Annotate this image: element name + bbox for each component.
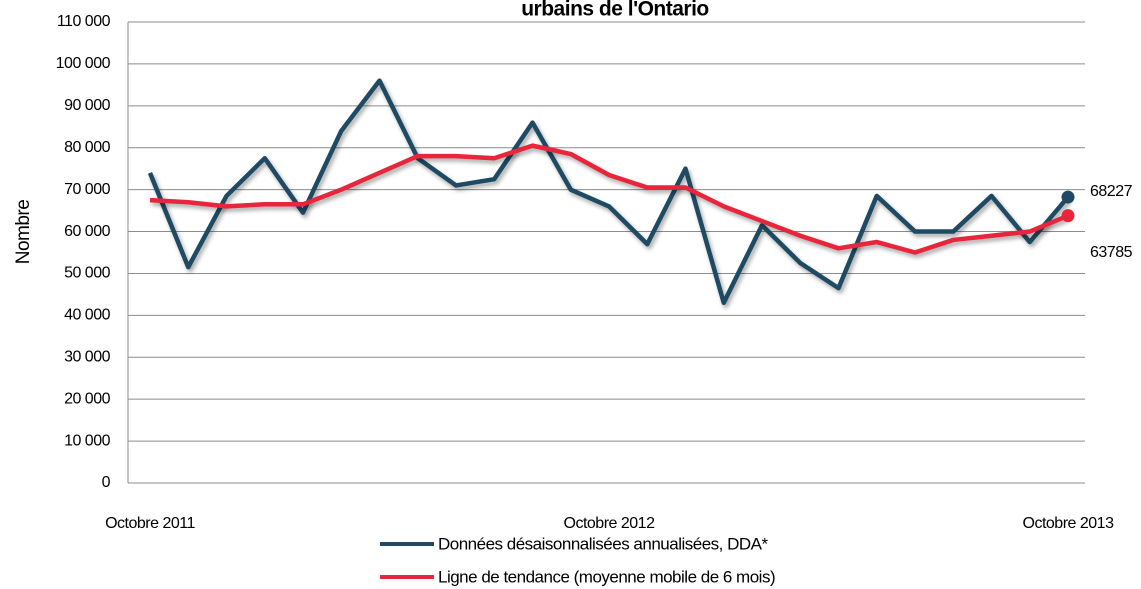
line-series <box>147 78 1070 306</box>
y-tick-label: 70 000 <box>64 181 111 198</box>
x-tick-label: Octobre 2012 <box>564 515 656 532</box>
line-series <box>149 143 1069 255</box>
y-tick-label: 50 000 <box>64 265 111 282</box>
legend-label: Données désaisonnalisées annualisées, DD… <box>438 534 768 553</box>
end-marker <box>1061 190 1075 204</box>
y-tick-label: 0 <box>102 474 111 491</box>
y-tick-label: 100 000 <box>56 55 111 72</box>
y-axis-label: Nombre <box>13 200 34 265</box>
y-tick-label: 40 000 <box>64 307 111 324</box>
y-tick-label: 80 000 <box>64 139 111 156</box>
data-label: 68227 <box>1090 183 1133 200</box>
chart-title: urbains de l'Ontario <box>521 0 709 21</box>
y-tick-label: 60 000 <box>64 223 111 240</box>
x-tick-label: Octobre 2011 <box>105 515 195 532</box>
end-marker <box>1061 209 1075 223</box>
data-label: 63785 <box>1090 244 1133 261</box>
x-tick-label: Octobre 2013 <box>1023 515 1115 532</box>
y-tick-label: 110 000 <box>57 13 111 30</box>
y-tick-label: 20 000 <box>64 390 111 407</box>
y-tick-label: 30 000 <box>64 348 111 365</box>
y-tick-label: 90 000 <box>64 97 111 114</box>
y-tick-label: 10 000 <box>64 432 111 449</box>
legend-label: Ligne de tendance (moyenne mobile de 6 m… <box>438 567 775 586</box>
